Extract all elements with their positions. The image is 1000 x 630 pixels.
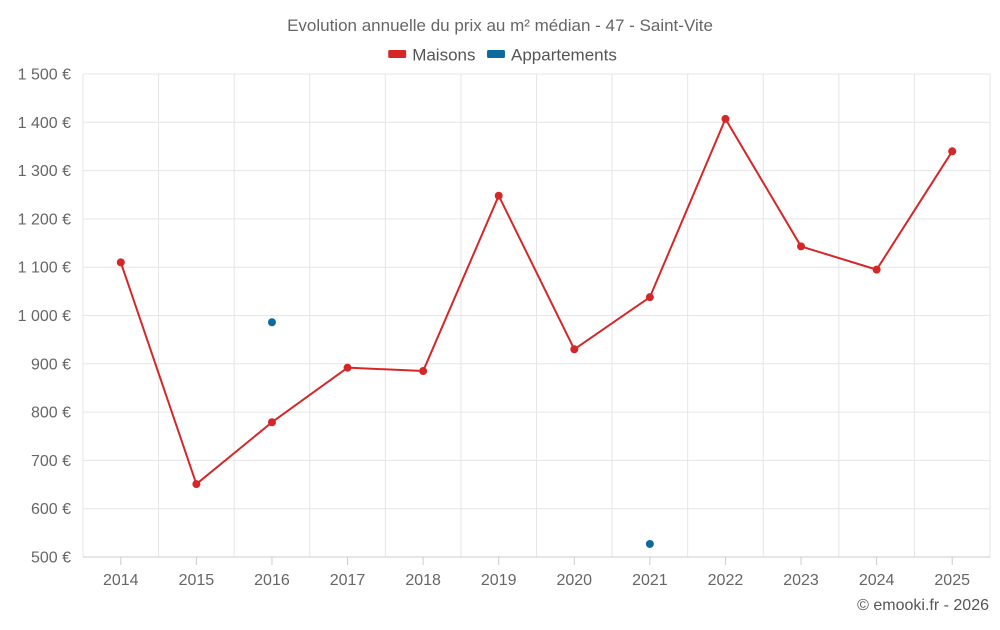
x-tick-label: 2014: [103, 572, 139, 589]
data-point-maisons-2019[interactable]: [494, 191, 503, 200]
data-point-maisons-2020[interactable]: [570, 345, 579, 354]
gridlines: [82, 73, 991, 557]
legend-label-maisons[interactable]: Maisons: [412, 46, 475, 65]
series-line-maisons: [119, 117, 954, 486]
y-tick-label: 1 100 €: [18, 260, 71, 277]
data-point-maisons-2022[interactable]: [721, 114, 730, 123]
data-point-maisons-2025[interactable]: [948, 147, 957, 156]
legend-swatch-appartements[interactable]: [487, 50, 505, 58]
data-point-maisons-2016[interactable]: [267, 418, 276, 427]
y-tick-label: 1 000 €: [18, 308, 71, 325]
y-tick-label: 900 €: [31, 356, 71, 373]
y-tick-label: 1 200 €: [18, 211, 71, 228]
legend: Maisons Appartements: [388, 46, 617, 65]
y-tick-label: 700 €: [31, 453, 71, 470]
data-point-maisons-2015[interactable]: [192, 480, 201, 489]
series-layer: [116, 114, 957, 548]
x-tick-label: 2017: [330, 572, 366, 589]
y-tick-label: 800 €: [31, 405, 71, 422]
x-tick-label: 2023: [783, 572, 819, 589]
data-point-maisons-2021[interactable]: [645, 293, 654, 302]
y-tick-label: 1 400 €: [18, 115, 71, 132]
x-tick-label: 2019: [481, 572, 517, 589]
axes: 500 € 600 € 700 € 800 € 900 € 1 000 € 1 100 € 1…: [18, 67, 990, 589]
data-point-maisons-2024[interactable]: [872, 265, 881, 274]
data-point-maisons-2017[interactable]: [343, 363, 352, 372]
x-tick-label: 2016: [254, 572, 290, 589]
data-point-appartements-2021[interactable]: [645, 539, 654, 548]
x-tick-label: 2021: [632, 572, 668, 589]
data-point-maisons-2018[interactable]: [419, 367, 428, 376]
y-tick-label: 500 €: [31, 550, 71, 567]
data-point-maisons-2023[interactable]: [797, 242, 806, 251]
data-point-maisons-2014[interactable]: [116, 258, 125, 267]
x-tick-label: 2018: [405, 572, 441, 589]
legend-label-appartements[interactable]: Appartements: [511, 46, 617, 65]
x-tick-label: 2020: [556, 572, 592, 589]
x-tick-label: 2022: [708, 572, 744, 589]
chart-title: Evolution annuelle du prix au m² médian …: [287, 16, 713, 35]
x-tick-label: 2025: [934, 572, 970, 589]
x-tick-label: 2024: [859, 572, 895, 589]
y-tick-label: 1 500 €: [18, 67, 71, 84]
y-tick-label: 1 300 €: [18, 163, 71, 180]
legend-swatch-maisons[interactable]: [388, 50, 407, 58]
credit-text: © emooki.fr - 2026: [857, 597, 989, 614]
y-tick-label: 600 €: [31, 501, 71, 518]
x-tick-label: 2015: [179, 572, 215, 589]
data-point-appartements-2016[interactable]: [267, 318, 276, 327]
